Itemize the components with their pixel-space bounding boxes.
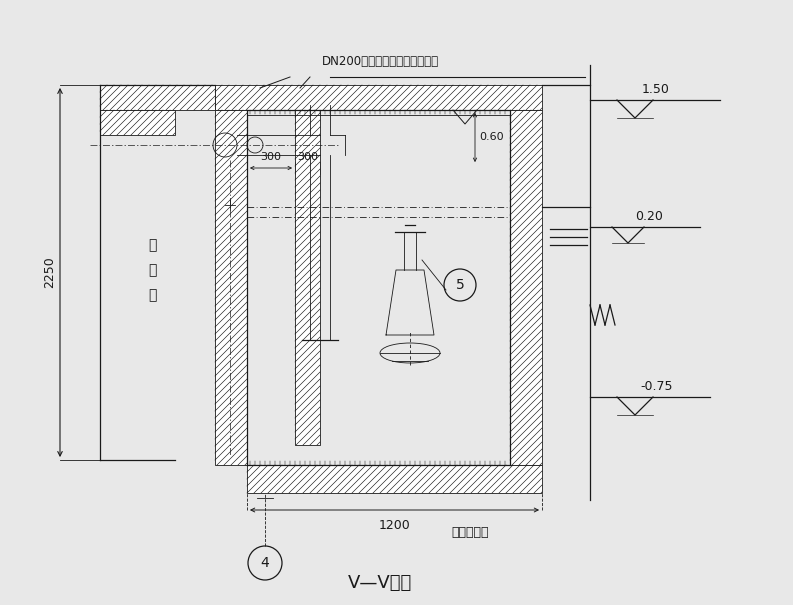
Text: -0.75: -0.75 [640,380,672,393]
Text: V—V剖面: V—V剖面 [348,574,412,592]
Text: 1200: 1200 [378,519,410,532]
Text: 0.20: 0.20 [635,210,663,223]
Text: 厌氧沉淤池: 厌氧沉淤池 [451,526,488,540]
Text: 5: 5 [456,278,465,292]
Text: 300: 300 [297,152,318,162]
Bar [100,110,175,135]
Text: 氧: 氧 [147,263,156,277]
Text: 4: 4 [261,556,270,570]
Bar [215,85,542,110]
Bar [247,465,542,493]
Bar [100,85,215,110]
Bar [510,110,542,465]
Text: 2250: 2250 [44,257,56,289]
Text: 池: 池 [147,288,156,302]
Text: 厌: 厌 [147,238,156,252]
Text: 1.50: 1.50 [642,83,670,96]
Text: DN200剩余污泥管道至污泥贮池: DN200剩余污泥管道至污泥贮池 [321,55,439,68]
Bar [295,110,320,445]
Bar [215,110,247,465]
Text: 0.60: 0.60 [479,132,504,143]
Text: 300: 300 [260,152,282,162]
